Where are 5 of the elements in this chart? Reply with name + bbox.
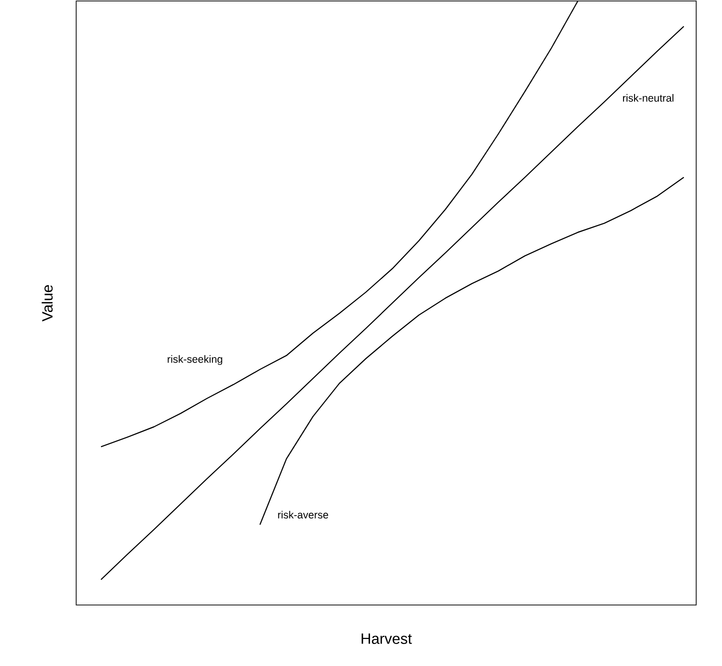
series-label: risk-averse <box>278 510 328 519</box>
y-axis-title: Value <box>42 285 53 322</box>
text: risk-seeking <box>168 355 222 365</box>
series-label: risk-neutral <box>623 94 674 102</box>
x-axis-title: Harvest <box>362 634 412 644</box>
